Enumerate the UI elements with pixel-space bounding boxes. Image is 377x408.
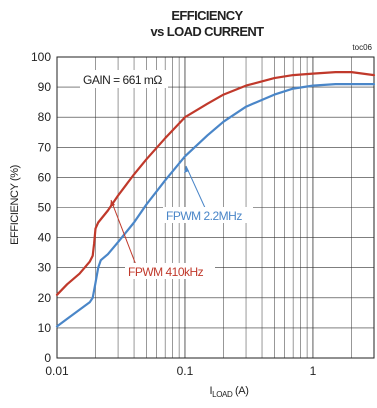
- annotation-arrow-2p2mhz: [186, 166, 206, 210]
- y-axis-label: EFFICIENCY (%): [9, 165, 21, 245]
- y-tick-label: 0: [44, 351, 51, 365]
- series-line-2p2mhz: [57, 84, 374, 326]
- y-tick-label: 10: [38, 321, 52, 335]
- series-label-410khz: FPWM 410kHz: [128, 265, 204, 279]
- y-tick-label: 30: [38, 261, 52, 275]
- x-axis-label: ILOAD (A): [210, 385, 249, 399]
- y-tick-label: 80: [38, 110, 52, 124]
- y-tick-label: 70: [38, 140, 52, 154]
- x-axis-label-sub: LOAD: [212, 390, 233, 399]
- y-tick-labels: 0 10 20 30 40 50 60 70 80 90 100: [31, 50, 51, 365]
- y-tick-label: 40: [38, 231, 52, 245]
- gain-annotation: GAIN = 661 mΩ: [83, 73, 162, 87]
- y-tick-label: 100: [31, 50, 51, 64]
- x-tick-label: 0.1: [177, 364, 194, 378]
- x-axis-label-unit: (A): [232, 385, 248, 397]
- y-tick-label: 60: [38, 170, 52, 184]
- series-label-2p2mhz: FPWM 2.2MHz: [166, 209, 242, 223]
- x-tick-labels: 0.01 0.1 1: [45, 364, 316, 378]
- series-layer: [57, 72, 374, 326]
- annotation-arrow-410khz: [111, 200, 136, 265]
- y-tick-label: 50: [38, 201, 52, 215]
- series-line-410khz: [57, 72, 374, 295]
- chart-title-line2: vs LOAD CURRENT: [150, 24, 264, 39]
- x-tick-label: 0.01: [45, 364, 69, 378]
- y-tick-label: 20: [38, 291, 52, 305]
- x-tick-label: 1: [310, 364, 317, 378]
- y-tick-label: 90: [38, 80, 52, 94]
- chart-title-line1: EFFICIENCY: [171, 8, 243, 23]
- corner-label: toc06: [352, 43, 372, 52]
